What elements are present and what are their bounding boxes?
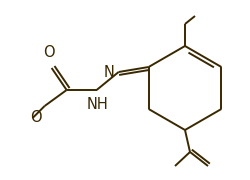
Text: NH: NH: [86, 97, 108, 112]
Text: O: O: [30, 110, 42, 125]
Text: O: O: [43, 45, 54, 60]
Text: N: N: [103, 64, 114, 80]
